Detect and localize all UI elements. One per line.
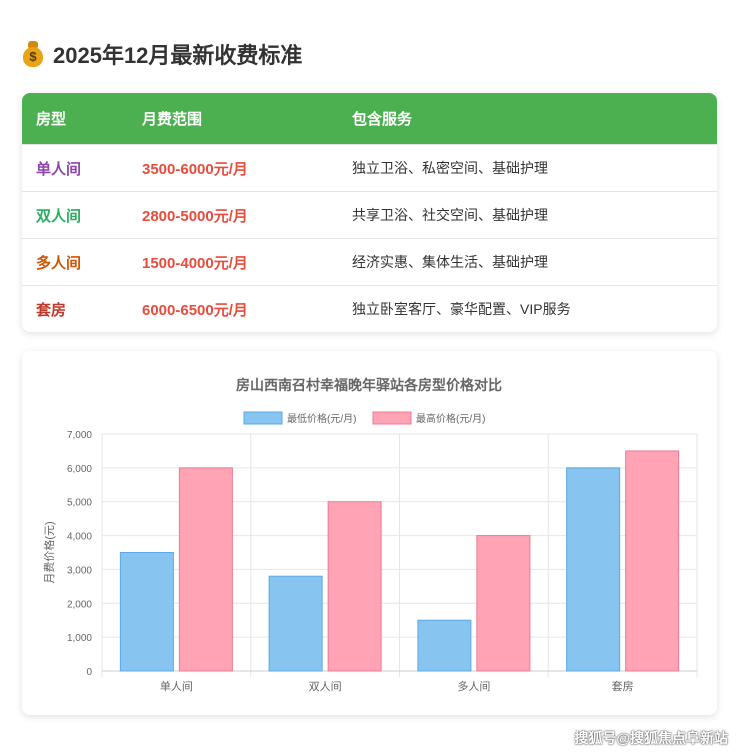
price-table-card: 房型 月费范围 包含服务 单人间 3500-6000元/月 独立卫浴、私密空间、… — [22, 93, 717, 332]
chart-legend: 最低价格(元/月) 最高价格(元/月) — [243, 411, 485, 425]
bar-max — [178, 467, 233, 672]
money-bag-icon: $ — [22, 41, 44, 67]
table-row: 双人间 2800-5000元/月 共享卫浴、社交空间、基础护理 — [22, 191, 717, 239]
x-axis-ticks: 单人间 双人间 多人间 套房 — [160, 679, 634, 693]
table-row: 单人间 3500-6000元/月 独立卫浴、私密空间、基础护理 — [22, 144, 717, 192]
price-cell: 2800-5000元/月 — [128, 191, 338, 239]
y-tick-label: 1,000 — [67, 633, 92, 644]
room-type-cell: 套房 — [22, 285, 128, 332]
y-axis-label: 月费价格(元) — [42, 521, 56, 583]
services-cell: 经济实惠、集体生活、基础护理 — [338, 238, 717, 286]
page-title: 2025年12月最新收费标准 — [53, 43, 303, 68]
room-type-cell: 双人间 — [22, 191, 128, 239]
price-cell: 6000-6500元/月 — [128, 285, 338, 332]
price-cell: 1500-4000元/月 — [128, 238, 338, 286]
bar-max — [327, 501, 382, 672]
y-tick-label: 6,000 — [67, 464, 92, 475]
section-heading: $ 2025年12月最新收费标准 — [22, 38, 302, 70]
x-tick-label: 套房 — [612, 680, 634, 693]
services-cell: 独立卧室客厅、豪华配置、VIP服务 — [338, 285, 717, 332]
x-tick-label: 多人间 — [457, 679, 490, 693]
header-room-type: 房型 — [36, 111, 67, 128]
table-row: 多人间 1500-4000元/月 经济实惠、集体生活、基础护理 — [22, 238, 717, 286]
services-cell: 独立卫浴、私密空间、基础护理 — [338, 144, 717, 192]
legend-swatch — [243, 411, 283, 425]
price-chart-card: 房山西南召村幸福晚年驿站各房型价格对比 最低价格(元/月) 最高价格(元/月) 0… — [22, 351, 717, 715]
y-tick-label: 4,000 — [67, 532, 92, 543]
price-cell: 3500-6000元/月 — [128, 144, 338, 192]
price-bar-chart: 房山西南召村幸福晚年驿站各房型价格对比 最低价格(元/月) 最高价格(元/月) 0… — [42, 377, 698, 693]
chart-title: 房山西南召村幸福晚年驿站各房型价格对比 — [236, 377, 502, 393]
watermark: 搜狐号@搜狐焦点阜新站 — [574, 730, 728, 746]
header-services: 包含服务 — [352, 111, 413, 128]
legend-item: 最高价格(元/月) — [416, 412, 485, 425]
header-monthly-fee: 月费范围 — [142, 111, 203, 128]
y-axis-ticks: 0 1,000 2,000 3,000 4,000 5,000 6,000 7,000 — [67, 430, 92, 678]
table-header-row: 房型 月费范围 包含服务 — [22, 93, 717, 145]
bar-min — [417, 619, 472, 672]
y-tick-label: 7,000 — [67, 430, 92, 441]
y-tick-label: 3,000 — [67, 565, 92, 576]
bar-max — [476, 535, 531, 672]
bar-max — [625, 450, 680, 672]
bar-min — [566, 467, 621, 672]
table-row: 套房 6000-6500元/月 独立卧室客厅、豪华配置、VIP服务 — [22, 285, 717, 332]
y-tick-label: 0 — [86, 667, 92, 678]
x-tick-label: 单人间 — [160, 680, 193, 693]
y-tick-label: 2,000 — [67, 599, 92, 610]
price-table: 房型 月费范围 包含服务 单人间 3500-6000元/月 独立卫浴、私密空间、… — [22, 93, 717, 332]
room-type-cell: 多人间 — [22, 238, 128, 286]
bar-min — [268, 575, 323, 672]
legend-swatch — [372, 411, 412, 425]
y-tick-label: 5,000 — [67, 498, 92, 509]
bar-min — [119, 552, 174, 672]
services-cell: 共享卫浴、社交空间、基础护理 — [338, 191, 717, 239]
legend-item: 最低价格(元/月) — [287, 412, 356, 425]
x-tick-label: 双人间 — [309, 680, 342, 693]
room-type-cell: 单人间 — [22, 144, 128, 192]
chart-bars — [119, 450, 680, 672]
